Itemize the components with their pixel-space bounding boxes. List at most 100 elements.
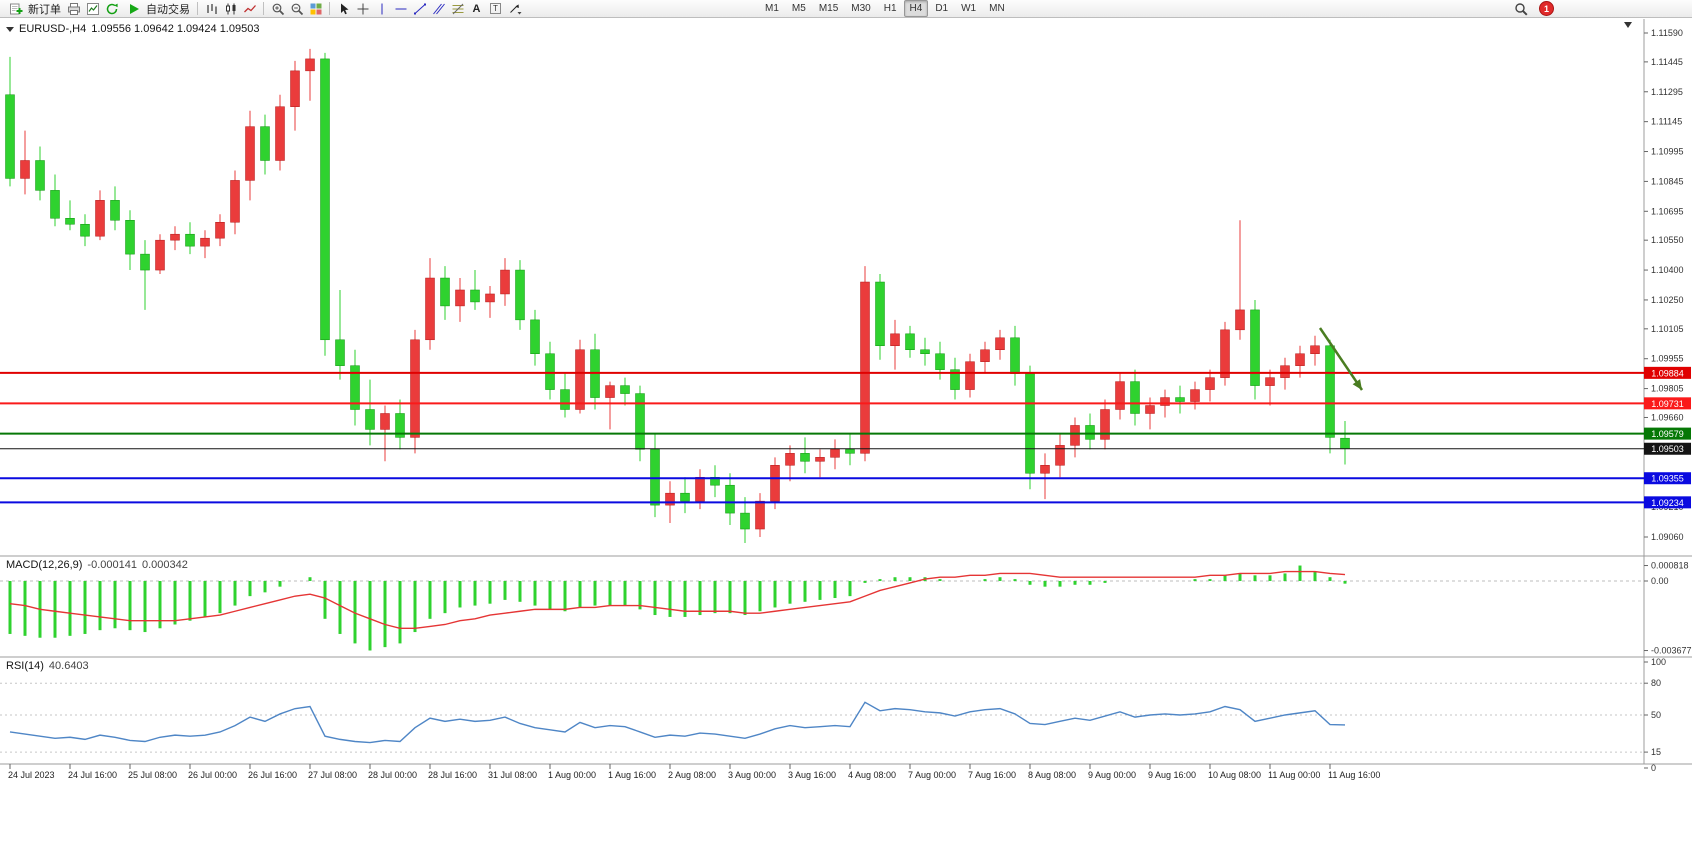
- candle-body: [845, 449, 855, 454]
- candle-body: [1145, 405, 1155, 414]
- fibonacci-tool-icon[interactable]: [448, 1, 467, 17]
- new-order-icon: [6, 1, 25, 17]
- time-axis-label: 11 Aug 00:00: [1268, 770, 1320, 780]
- zoom-out-icon[interactable]: [287, 1, 306, 17]
- current-price-line[interactable]: 1.09503: [0, 442, 1691, 455]
- price-tag: [1644, 366, 1691, 379]
- candle-body: [1310, 345, 1320, 354]
- resistance-line-lower[interactable]: 1.09731: [0, 397, 1691, 410]
- price-tag-label: 1.09355: [1651, 474, 1684, 484]
- trendline-tool-icon[interactable]: [410, 1, 429, 17]
- vertical-line-tool-icon[interactable]: [372, 1, 391, 17]
- candle-body: [965, 361, 975, 390]
- candle-body: [620, 385, 630, 394]
- channel-tool-icon[interactable]: [429, 1, 448, 17]
- candlestick-chart-icon[interactable]: [221, 1, 240, 17]
- notification-badge[interactable]: 1: [1539, 1, 1554, 16]
- symbol-ohlc-label: EURUSD-,H4 1.09556 1.09642 1.09424 1.095…: [6, 23, 259, 35]
- text-tool-icon[interactable]: A: [472, 2, 481, 15]
- candle-body: [875, 281, 885, 347]
- price-tag: [1644, 496, 1691, 509]
- candle-body: [890, 333, 900, 347]
- candle-body: [1265, 377, 1275, 386]
- candle-body: [455, 289, 465, 307]
- candle-body: [680, 492, 690, 502]
- price-tag-label: 1.09579: [1651, 429, 1684, 439]
- panel-separators[interactable]: [0, 19, 1692, 765]
- candle-body: [485, 293, 495, 303]
- timeframe-button-mn[interactable]: MN: [989, 3, 1005, 14]
- macd-axis-label: 0.00: [1651, 576, 1669, 586]
- candle-body: [530, 319, 540, 354]
- macd-signal-value: 0.000342: [141, 559, 188, 571]
- search-icon[interactable]: [1511, 1, 1530, 17]
- candle-body: [125, 220, 135, 255]
- arrows-tool-icon[interactable]: [505, 1, 524, 17]
- timeframe-button-m15[interactable]: M15: [818, 3, 839, 14]
- new-order-button[interactable]: 新订单: [3, 1, 64, 17]
- navigator-refresh-icon[interactable]: [102, 1, 121, 17]
- price-axis-label: 1.10250: [1651, 295, 1684, 305]
- bar-chart-icon[interactable]: [202, 1, 221, 17]
- rsi-axis-label: 100: [1651, 657, 1666, 667]
- line-chart-icon[interactable]: [240, 1, 259, 17]
- time-axis-label: 26 Jul 00:00: [188, 770, 237, 780]
- candle-body: [1250, 309, 1260, 386]
- price-tag: [1644, 442, 1691, 455]
- support-line-green[interactable]: 1.09579: [0, 427, 1691, 440]
- candle-body: [350, 365, 360, 410]
- timeframe-toolbar: M1 M5 M15 M30 H1 H4 D1 W1 MN: [759, 0, 1011, 17]
- price-axis-label: 1.10105: [1651, 324, 1684, 334]
- candle-body: [305, 58, 315, 72]
- timeframe-button-d1[interactable]: D1: [935, 3, 949, 14]
- candle-body: [50, 190, 60, 219]
- auto-trading-button[interactable]: 自动交易: [121, 1, 193, 17]
- rsi-axis-label: 0: [1651, 763, 1656, 773]
- candle-body: [905, 333, 915, 350]
- candle-body: [920, 349, 930, 354]
- crosshair-icon[interactable]: [353, 1, 372, 17]
- timeframe-button-w1[interactable]: W1: [961, 3, 977, 14]
- price-axis-label: 1.09955: [1651, 354, 1684, 364]
- price-axis-label: 1.11590: [1651, 28, 1683, 38]
- chart-shift-marker[interactable]: [1624, 22, 1632, 28]
- main-toolbar: 新订单 自动交易 A T M1 M5 M15 M30 H1 H4 D1 W1 MN 1: [0, 0, 1692, 18]
- candle-body: [515, 269, 525, 321]
- candle-body: [725, 484, 735, 514]
- price-tag: [1644, 427, 1691, 440]
- horizontal-line-tool-icon[interactable]: [391, 1, 410, 17]
- candle-body: [185, 233, 195, 247]
- timeframe-button-h1[interactable]: H1: [883, 3, 897, 14]
- print-icon[interactable]: [64, 1, 83, 17]
- candle-body: [470, 289, 480, 303]
- candle-body: [935, 353, 945, 370]
- price-tag-label: 1.09234: [1651, 498, 1684, 508]
- label-tool-icon[interactable]: T: [486, 1, 505, 17]
- resistance-line-upper[interactable]: 1.09884: [0, 366, 1691, 379]
- price-axis-label: 1.09660: [1651, 412, 1684, 422]
- candle-body: [545, 353, 555, 390]
- symbol-period-text: EURUSD-,H4: [19, 23, 87, 35]
- candle-body: [695, 476, 705, 502]
- time-axis-label: 3 Aug 16:00: [788, 770, 836, 780]
- cursor-icon[interactable]: [334, 1, 353, 17]
- timeframe-button-h4[interactable]: H4: [903, 0, 929, 17]
- candle-body: [980, 349, 990, 362]
- timeframe-button-m5[interactable]: M5: [791, 3, 806, 14]
- time-axis-label: 7 Aug 00:00: [908, 770, 956, 780]
- candle-body: [245, 126, 255, 181]
- timeframe-button-m30[interactable]: M30: [851, 3, 871, 14]
- zoom-in-icon[interactable]: [268, 1, 287, 17]
- trend-arrow-annotation[interactable]: [1318, 327, 1364, 391]
- support-line-blue-lower[interactable]: 1.09234: [0, 496, 1691, 509]
- tile-windows-icon[interactable]: [306, 1, 325, 17]
- timeframe-button-m1[interactable]: M1: [765, 3, 779, 14]
- macd-signal-line: [9, 570, 1346, 629]
- candle-body: [770, 465, 780, 502]
- market-watch-icon[interactable]: [83, 1, 102, 17]
- chart-expand-icon[interactable]: [6, 26, 14, 32]
- price-axis-label: 1.10695: [1651, 206, 1684, 216]
- candle-body: [1325, 345, 1335, 438]
- support-line-blue-upper[interactable]: 1.09355: [0, 472, 1691, 485]
